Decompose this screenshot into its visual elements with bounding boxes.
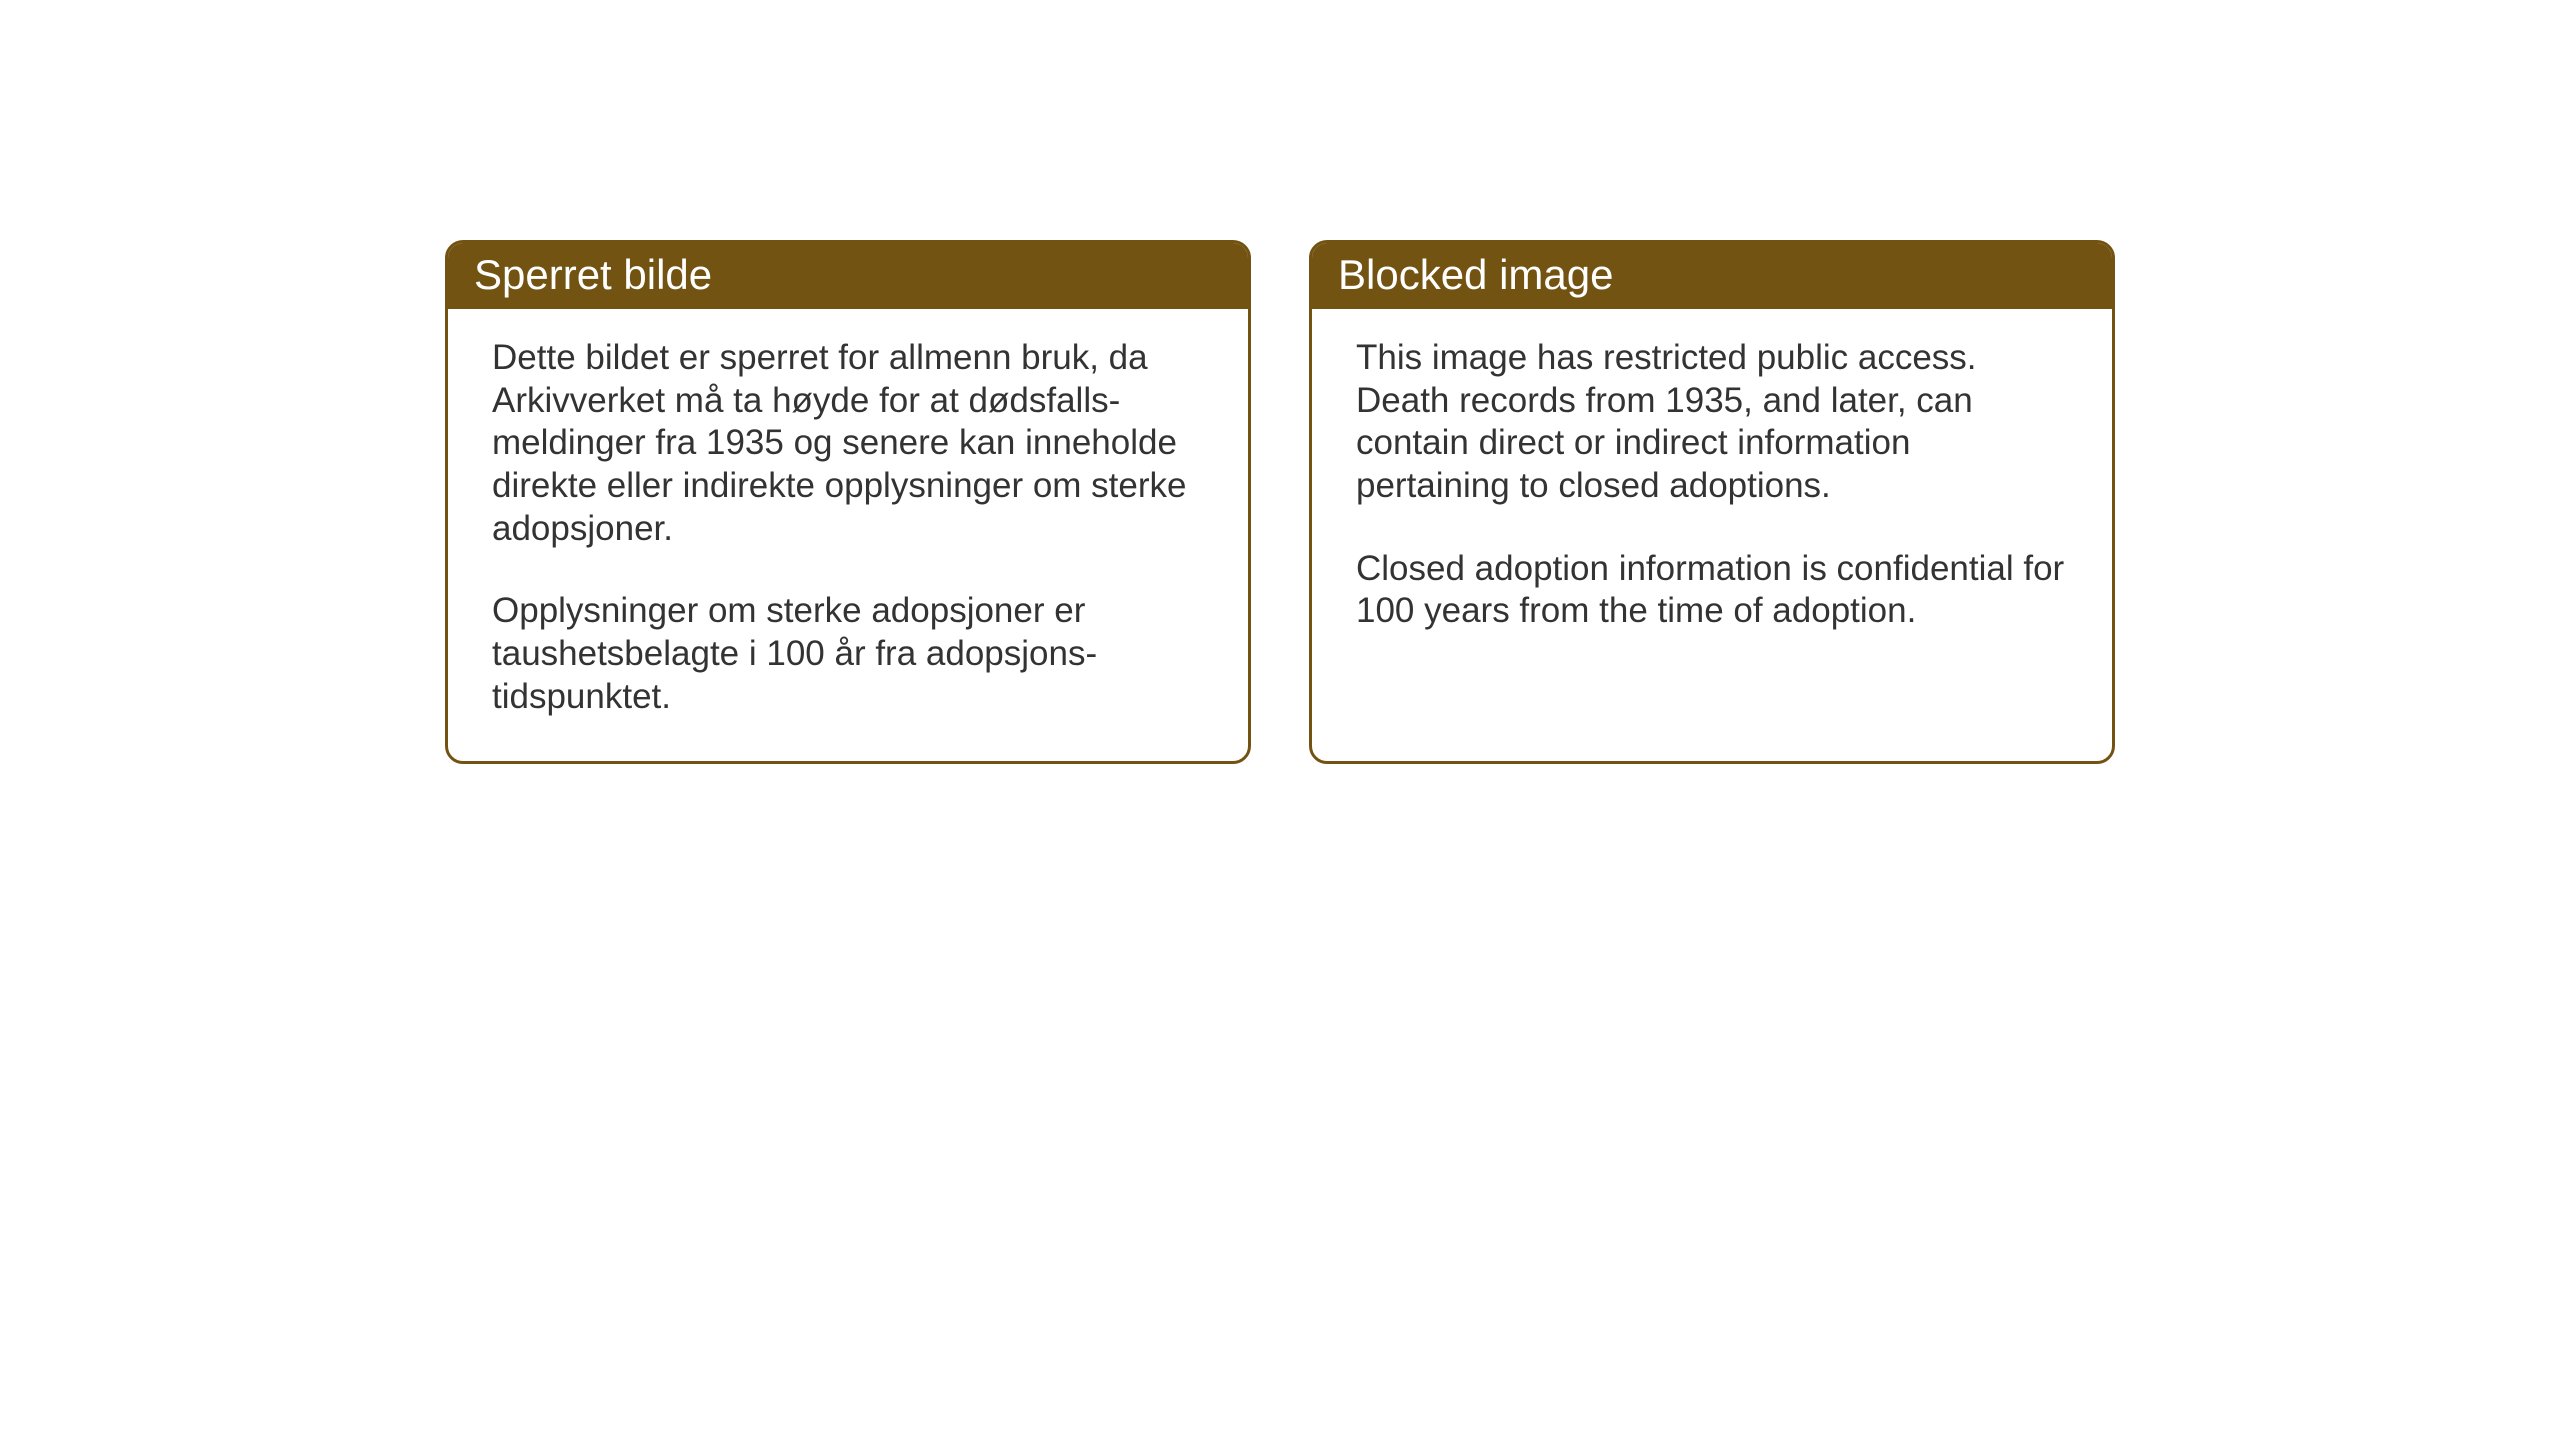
card-body-english: This image has restricted public access.… — [1312, 309, 2112, 675]
card-paragraph-2-english: Closed adoption information is confident… — [1356, 548, 2068, 633]
card-body-norwegian: Dette bildet er sperret for allmenn bruk… — [448, 309, 1248, 761]
card-header-english: Blocked image — [1312, 243, 2112, 309]
card-paragraph-1-english: This image has restricted public access.… — [1356, 337, 2068, 508]
card-header-norwegian: Sperret bilde — [448, 243, 1248, 309]
card-paragraph-2-norwegian: Opplysninger om sterke adopsjoner er tau… — [492, 590, 1204, 718]
card-title-english: Blocked image — [1338, 251, 1613, 298]
notice-container: Sperret bilde Dette bildet er sperret fo… — [445, 240, 2115, 764]
notice-card-english: Blocked image This image has restricted … — [1309, 240, 2115, 764]
card-title-norwegian: Sperret bilde — [474, 251, 712, 298]
notice-card-norwegian: Sperret bilde Dette bildet er sperret fo… — [445, 240, 1251, 764]
card-paragraph-1-norwegian: Dette bildet er sperret for allmenn bruk… — [492, 337, 1204, 550]
